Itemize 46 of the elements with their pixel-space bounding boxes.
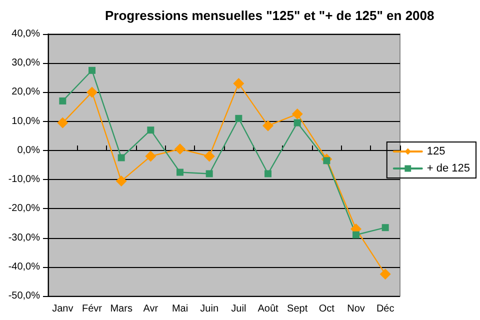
x-tick-label: Avr (143, 304, 159, 314)
x-tick-label: Oct (318, 304, 335, 314)
x-tick-label: Déc (376, 304, 394, 314)
legend-label: 125 (426, 146, 446, 158)
x-tick-label: Mars (110, 304, 132, 314)
point (382, 224, 389, 232)
y-tick-label: 40,0% (12, 28, 40, 40)
y-tick-label: 10,0% (12, 116, 40, 127)
point (294, 119, 301, 126)
point (206, 170, 213, 178)
point (86, 86, 98, 98)
point (352, 231, 360, 238)
y-tick-label: -10,0% (8, 174, 40, 186)
point (118, 154, 125, 162)
point (292, 108, 303, 120)
point (145, 150, 156, 162)
x-tick-label: Sept (287, 304, 308, 314)
chart-title: Progressions mensuelles "125" et "+ de 125" en 2008 (105, 8, 434, 23)
y-tick-label: 20,0% (12, 86, 40, 98)
point (116, 176, 127, 187)
y-tick-label: 0,0% (17, 144, 40, 156)
point (380, 268, 391, 280)
point (59, 97, 66, 104)
point (174, 143, 186, 154)
point (204, 150, 215, 162)
x-tick-label: Févr (82, 304, 103, 314)
legend-label: + de 125 (426, 162, 470, 174)
y-tick-label: 30,0% (12, 58, 40, 69)
point (233, 78, 244, 89)
point (235, 114, 242, 122)
x-tick-label: Mai (172, 304, 188, 314)
y-tick-label: -30,0% (8, 232, 40, 244)
y-tick-label: -40,0% (8, 261, 40, 272)
point (262, 120, 274, 132)
x-tick-label: Juil (231, 304, 246, 314)
point (176, 168, 184, 176)
point (147, 126, 154, 134)
point (264, 170, 272, 178)
y-tick-label: -20,0% (8, 203, 40, 214)
x-tick-label: Juin (200, 304, 219, 314)
x-tick-label: Août (258, 304, 279, 314)
x-tick-label: Nov (347, 304, 365, 314)
x-tick-label: Janv (52, 304, 74, 314)
point (57, 117, 68, 128)
y-tick-label: -50,0% (8, 290, 40, 302)
point (88, 66, 96, 74)
